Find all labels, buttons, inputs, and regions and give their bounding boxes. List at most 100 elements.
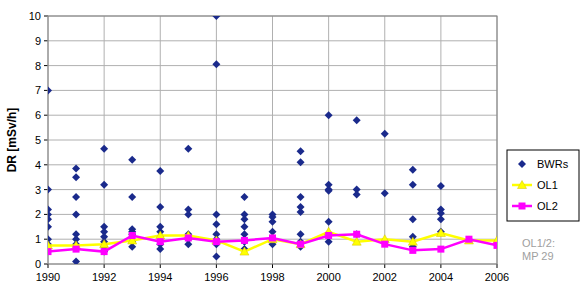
data-point xyxy=(325,232,332,239)
chart: 0123456789101990199219941996199820002002… xyxy=(0,0,587,294)
data-point xyxy=(494,242,498,249)
data-point xyxy=(184,145,192,153)
legend-box xyxy=(507,150,579,221)
data-point xyxy=(128,230,136,238)
x-tick-label: 1996 xyxy=(204,271,228,283)
data-point xyxy=(240,193,248,201)
data-point xyxy=(437,228,445,236)
data-point xyxy=(437,215,445,223)
x-grid-line xyxy=(272,16,273,264)
x-tick xyxy=(48,264,49,268)
data-point xyxy=(156,203,164,211)
y-tick xyxy=(44,189,48,190)
data-point xyxy=(437,182,445,190)
legend-label: OL1 xyxy=(537,179,558,191)
x-tick-label: 2006 xyxy=(485,271,509,283)
y-tick-label: 7 xyxy=(35,84,41,96)
annotation: MP 29 xyxy=(522,250,554,262)
y-tick-label: 5 xyxy=(35,134,41,146)
y-tick-label: 10 xyxy=(29,10,41,22)
x-tick xyxy=(497,264,498,268)
plot-frame xyxy=(48,16,497,264)
legend-marker xyxy=(518,181,527,189)
data-point xyxy=(212,60,220,68)
data-point xyxy=(212,220,220,228)
data-point xyxy=(185,234,192,241)
data-point xyxy=(409,215,417,223)
data-point xyxy=(48,223,52,231)
y-tick xyxy=(44,264,48,265)
data-point xyxy=(297,147,305,155)
legend-label: BWRs xyxy=(537,158,569,170)
data-point xyxy=(325,187,333,195)
data-point xyxy=(409,181,417,189)
data-point xyxy=(353,191,361,199)
y-tick-label: 6 xyxy=(35,109,41,121)
data-point xyxy=(48,241,53,249)
data-point xyxy=(409,247,416,254)
y-tick-label: 1 xyxy=(35,233,41,245)
data-point xyxy=(296,240,305,248)
y-tick xyxy=(44,140,48,141)
data-point xyxy=(156,167,164,175)
x-tick xyxy=(272,264,273,268)
data-point xyxy=(48,248,52,255)
legend-label: OL2 xyxy=(537,200,558,212)
data-point xyxy=(240,238,248,246)
y-tick xyxy=(44,115,48,116)
data-point xyxy=(156,245,164,253)
data-point xyxy=(212,210,220,218)
x-tick-label: 2002 xyxy=(373,271,397,283)
data-point xyxy=(381,241,388,248)
data-point xyxy=(325,111,333,119)
x-tick-label: 1998 xyxy=(260,271,284,283)
data-point xyxy=(353,230,361,238)
x-tick-label: 2000 xyxy=(316,271,340,283)
data-point xyxy=(436,229,445,237)
y-tick-label: 4 xyxy=(35,159,41,171)
data-point xyxy=(297,208,305,216)
data-point xyxy=(72,165,80,173)
data-layer xyxy=(48,16,497,264)
data-point xyxy=(269,218,277,226)
data-point xyxy=(156,231,165,239)
y-tick xyxy=(44,65,48,66)
data-point xyxy=(352,237,361,245)
data-point xyxy=(157,238,164,245)
y-tick xyxy=(44,16,48,17)
y-tick-label: 8 xyxy=(35,60,41,72)
data-point xyxy=(128,193,136,201)
data-point xyxy=(381,130,389,138)
data-point xyxy=(48,215,52,223)
data-point xyxy=(73,246,80,253)
data-point xyxy=(297,193,305,201)
x-tick-label: 2004 xyxy=(429,271,453,283)
data-point xyxy=(353,231,360,238)
x-grid-line xyxy=(384,16,385,264)
data-point xyxy=(353,116,361,124)
data-point xyxy=(269,235,277,243)
data-point xyxy=(48,86,52,94)
y-tick xyxy=(44,239,48,240)
y-tick-label: 2 xyxy=(35,208,41,220)
data-point xyxy=(465,236,472,243)
y-tick-label: 9 xyxy=(35,35,41,47)
plot-area xyxy=(48,16,497,264)
data-point xyxy=(48,186,52,194)
data-point xyxy=(325,218,333,226)
data-point xyxy=(297,230,305,238)
series-line xyxy=(48,234,497,251)
data-point xyxy=(297,158,305,166)
data-point xyxy=(213,238,220,245)
data-point xyxy=(212,253,220,261)
data-point xyxy=(212,16,220,20)
data-point xyxy=(409,166,417,174)
data-point xyxy=(72,210,80,218)
data-point xyxy=(241,237,248,244)
y-axis-label: DR [mSv/h] xyxy=(5,108,19,173)
annotation: OL1/2: xyxy=(522,237,555,249)
data-point xyxy=(240,215,248,223)
x-tick-label: 1990 xyxy=(36,271,60,283)
y-tick xyxy=(44,40,48,41)
data-point xyxy=(269,234,276,241)
